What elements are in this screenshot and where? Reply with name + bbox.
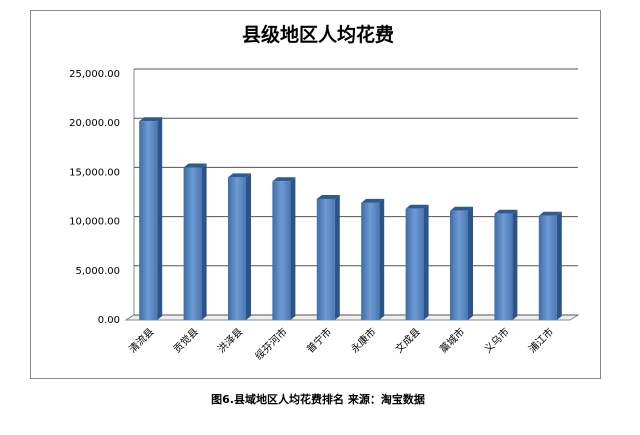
bar xyxy=(139,121,158,321)
bar-side xyxy=(246,173,251,320)
bar-group xyxy=(450,206,473,320)
bar-top xyxy=(272,177,296,182)
bar-group xyxy=(538,211,562,320)
y-tick-label: 25,000.00 xyxy=(69,69,120,80)
y-tick-label: 5,000.00 xyxy=(75,266,120,277)
bar-side xyxy=(334,194,340,320)
bar xyxy=(450,210,468,320)
bar-top xyxy=(139,117,163,122)
bar-side xyxy=(157,117,163,321)
bar-group xyxy=(183,163,207,320)
bar-top xyxy=(494,209,518,214)
bar-top xyxy=(228,173,251,178)
bar-top xyxy=(361,198,385,203)
bar-group xyxy=(228,173,251,320)
bar-side xyxy=(423,204,429,320)
bar xyxy=(361,202,380,320)
bar xyxy=(494,213,513,320)
bar-group xyxy=(361,198,385,320)
bar-top xyxy=(405,204,429,209)
bar-side xyxy=(290,177,296,320)
bar-side xyxy=(201,163,207,320)
bar-side xyxy=(468,206,473,320)
bar-side xyxy=(512,209,518,320)
chart-title: 县级地区人均花费 xyxy=(242,23,394,46)
bar-group xyxy=(316,194,340,320)
y-tick-label: 15,000.00 xyxy=(69,167,120,178)
caption: 图6.县域地区人均花费排名 来源：淘宝数据 xyxy=(211,392,425,406)
bar-side xyxy=(556,211,562,320)
y-tick-label: 10,000.00 xyxy=(69,217,120,228)
bar xyxy=(405,208,424,320)
bar xyxy=(183,167,202,320)
bar-group xyxy=(494,209,518,320)
bar xyxy=(538,215,557,320)
bar-top xyxy=(538,211,562,216)
bar-side xyxy=(379,198,385,320)
bar xyxy=(228,177,246,320)
bar xyxy=(272,181,291,320)
bar-top xyxy=(316,194,340,199)
bar-top xyxy=(183,163,207,168)
bar xyxy=(316,198,335,320)
bar-group xyxy=(139,117,163,321)
y-tick-label: 20,000.00 xyxy=(69,118,120,129)
bar-group xyxy=(272,177,296,320)
bar-group xyxy=(405,204,429,320)
y-tick-label: 0.00 xyxy=(98,315,120,326)
bar-top xyxy=(450,206,473,211)
